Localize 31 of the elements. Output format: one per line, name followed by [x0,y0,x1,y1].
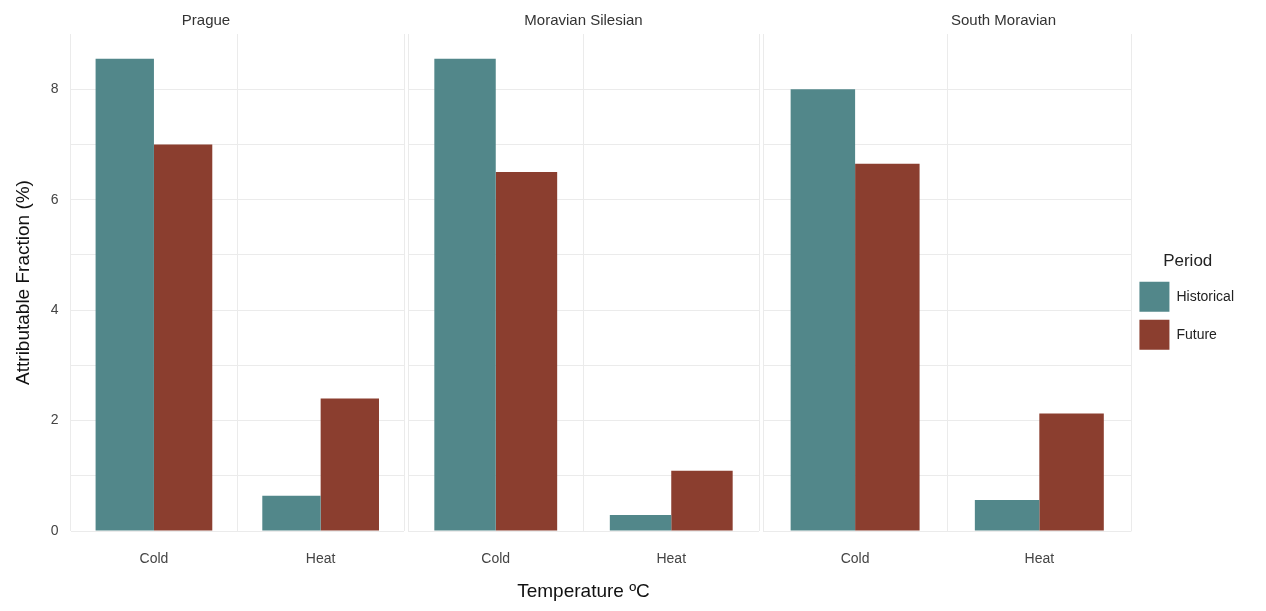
y-tick-label: 8 [50,80,59,97]
legend-title: Period [1163,251,1213,271]
bar [855,163,920,531]
legend-label: Historical [1176,287,1235,304]
bar [262,495,321,531]
y-tick-label: 0 [50,521,59,538]
chart-title: South Moravian [950,11,1057,29]
bar [974,500,1040,531]
bar [671,470,733,531]
y-axis-title: Attributable Fraction (%) [11,180,33,385]
bar [95,58,154,531]
bar [1039,413,1104,531]
x-tick-label: Cold [481,550,511,567]
bar [609,514,672,531]
x-axis-title: Temperature ºC [517,579,650,601]
x-tick-label: Heat [1024,550,1055,567]
chart-title: Moravian Silesian [524,11,643,29]
chart-title: Prague [181,11,231,29]
x-tick-label: Heat [656,550,687,567]
x-tick-label: Cold [840,550,870,567]
bar [434,58,496,531]
y-tick-label: 2 [50,411,59,428]
y-tick-label: 6 [50,190,59,207]
bar [495,172,558,531]
x-tick-label: Cold [139,550,169,567]
bar [153,144,213,531]
bar [790,89,856,531]
y-tick-label: 4 [50,300,59,317]
x-tick-label: Heat [305,550,336,567]
bar [320,398,379,531]
legend-label: Future [1176,325,1218,342]
